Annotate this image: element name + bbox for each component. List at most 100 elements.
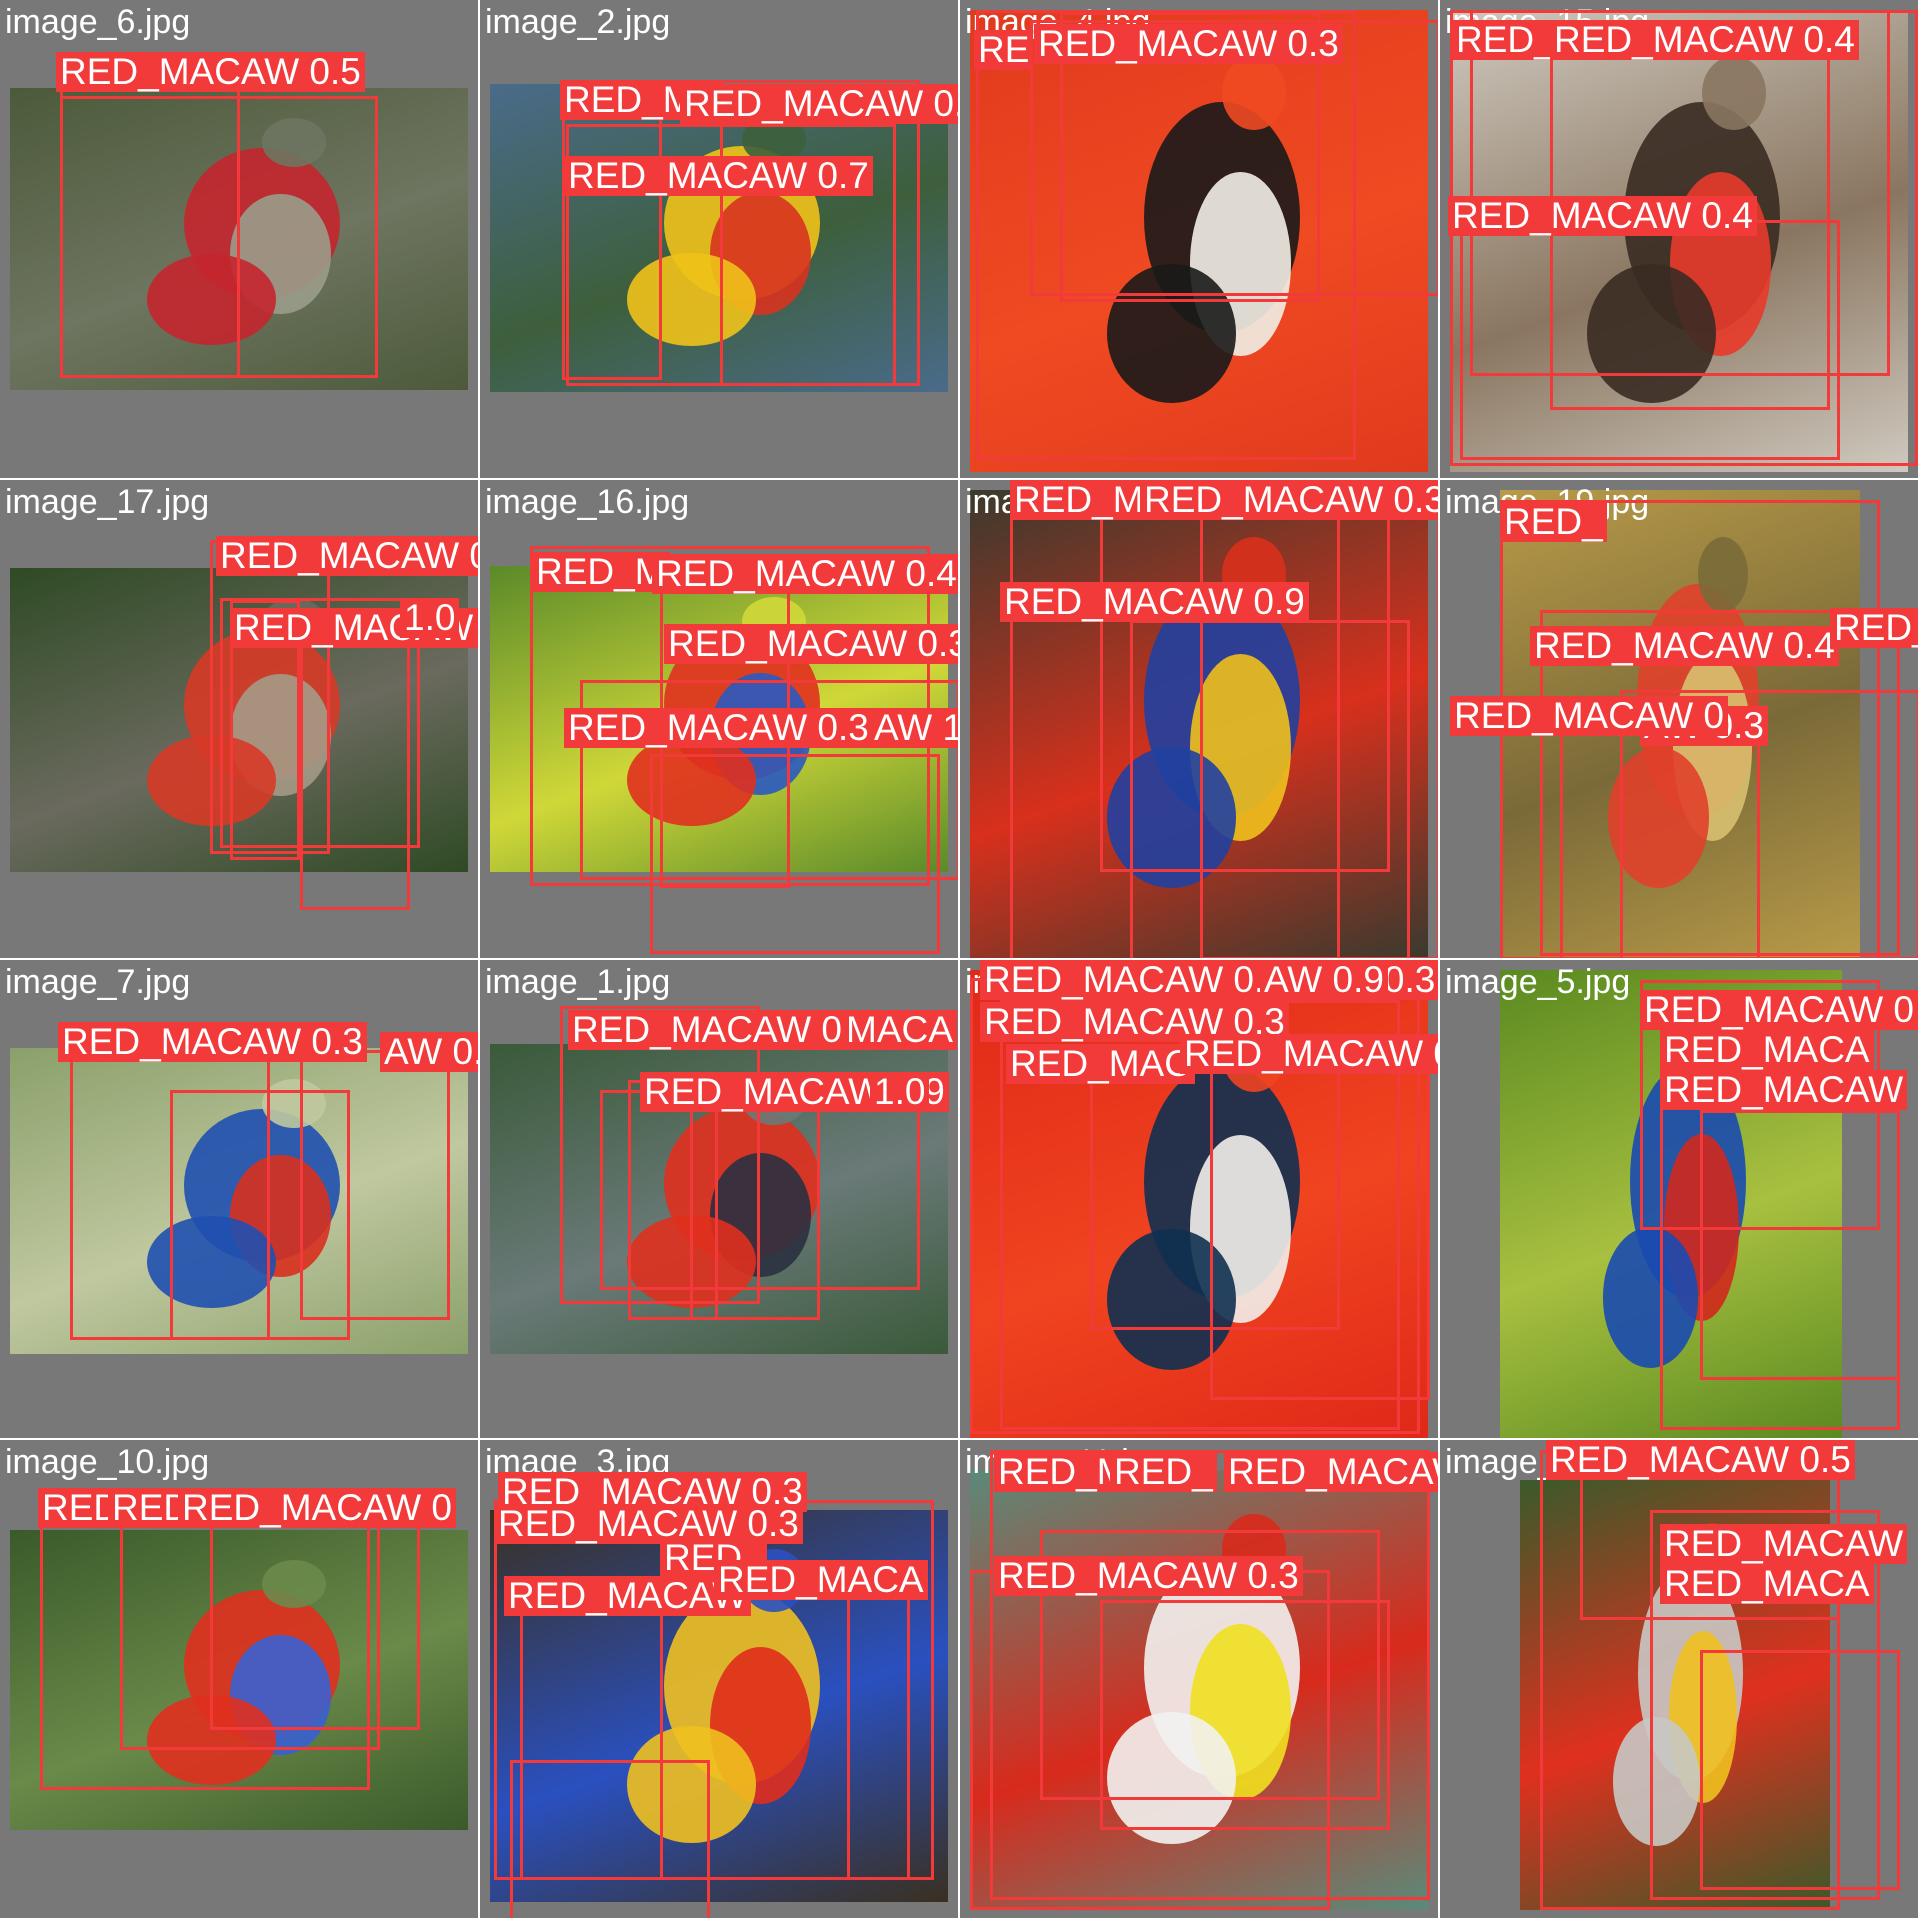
detection-label: RED_MACAW 0.6 xyxy=(1180,1034,1438,1074)
result-tile: image_2.jpg RED_MA RED_MACAW 0.3 RED_MACAW … xyxy=(480,0,958,478)
macaw-shape xyxy=(627,734,756,827)
detection-box xyxy=(1700,1110,1900,1380)
detection-label: RED_MACA xyxy=(1660,1030,1874,1070)
detection-label: RED_MACAW 0.9 xyxy=(1000,582,1309,622)
macaw-shape xyxy=(627,253,756,346)
macaw-photo xyxy=(10,1530,468,1830)
macaw-shape xyxy=(627,1725,756,1844)
detection-label: RED_MACAW 0.3 xyxy=(994,1556,1303,1596)
grid-divider xyxy=(0,958,1920,960)
image-filename: image_17.jpg xyxy=(5,483,210,521)
result-tile: image_8.jpg RED_MACAW 0.5 RED_MACAW RED_MAC… xyxy=(1440,1440,1918,1918)
detection-label: RED_MACAW 0.3 xyxy=(980,960,1289,1000)
macaw-shape xyxy=(1701,56,1766,131)
detection-box xyxy=(1650,1510,1880,1900)
detection-box xyxy=(300,1050,450,1320)
detection-box xyxy=(1030,20,1438,296)
detection-label: AW 0.4 xyxy=(380,1032,478,1072)
detection-box xyxy=(1040,1530,1380,1800)
grid-divider xyxy=(478,0,480,1920)
result-tile: image_1.jpg RED_MACAW 0.5 MACA RED_MACAW 0.… xyxy=(480,960,958,1438)
macaw-shape xyxy=(1107,747,1236,888)
detection-box xyxy=(600,1090,920,1290)
result-tile: image_4.jpg RE RED_MACAW 0.3 xyxy=(960,0,1438,478)
detection-label: RED_MACAW 0.3 xyxy=(564,708,873,748)
macaw-shape xyxy=(1221,56,1286,131)
detection-label: RED_MACAW 0.4 xyxy=(652,554,958,594)
macaw-shape xyxy=(1602,1227,1699,1368)
detection-box xyxy=(1700,1650,1900,1890)
result-tile: image_10.jpg RED RED RED_MACAW 0 xyxy=(0,1440,478,1918)
detection-box xyxy=(1470,10,1890,376)
detection-label: RED_MACAW 0.4 xyxy=(216,536,478,576)
macaw-photo xyxy=(970,1470,1428,1910)
image-filename: image_16.jpg xyxy=(485,483,690,521)
detection-label: RED_MACAW 0.4 xyxy=(1530,626,1839,666)
detection-box xyxy=(60,96,378,378)
detection-label: RE xyxy=(974,30,1034,70)
result-tile: image_5.jpg RED_MACAW 0 RED_MACA RED_MACAW xyxy=(1440,960,1918,1438)
image-filename: image_6.jpg xyxy=(5,3,191,41)
detection-label: MACA xyxy=(842,1010,957,1050)
macaw-shape xyxy=(261,1560,326,1608)
detection-label: RED_MAC xyxy=(1006,1044,1195,1084)
detection-label: RED_MACA xyxy=(714,1560,928,1600)
macaw-shape xyxy=(1107,1712,1236,1844)
image-filename: image_10.jpg xyxy=(5,1443,210,1481)
detection-label: RED_MACAW 0.5 xyxy=(1546,1440,1855,1480)
detection-label: RED_M xyxy=(1010,480,1148,520)
macaw-shape xyxy=(147,1216,276,1309)
detection-label: RED_MACAW 0.3 xyxy=(680,84,958,124)
grid-divider xyxy=(0,1438,1920,1440)
image-filename: image_2.jpg xyxy=(485,3,671,41)
result-tile: image_6.jpg RED_MACAW 0.5 xyxy=(0,0,478,478)
detection-label: AW 0.9 xyxy=(1260,960,1388,1000)
result-tile: image_16.jpg RED_M RED_MACAW 0.4 RED_MACAW … xyxy=(480,480,958,958)
image-filename: image_7.jpg xyxy=(5,963,191,1001)
detection-box xyxy=(170,1090,350,1340)
macaw-shape xyxy=(147,254,276,345)
detection-box xyxy=(1460,220,1840,460)
detection-box xyxy=(1000,1000,1400,1430)
detection-box xyxy=(580,680,958,880)
detection-label: 1.0 xyxy=(870,1072,930,1112)
detection-box xyxy=(230,600,300,860)
macaw-photo xyxy=(10,1048,468,1354)
detection-label: RED_MACAW 0.3 xyxy=(1830,608,1918,648)
macaw-shape xyxy=(1608,747,1709,888)
detection-box xyxy=(1200,492,1438,958)
detection-label: RED_MACAW 0.4 xyxy=(1448,196,1757,236)
detection-label: RED_MACAW 0.5 xyxy=(568,1010,877,1050)
macaw-shape xyxy=(261,1078,326,1128)
detection-label: RED_MACAW xyxy=(1660,1070,1908,1110)
detection-box xyxy=(1540,610,1900,956)
detection-box xyxy=(220,598,420,848)
detection-label: RED_ xyxy=(1500,502,1607,542)
detection-label: RED_MACAW 0.7 xyxy=(564,156,873,196)
detection-label: RED_ xyxy=(1110,1452,1217,1492)
detection-label: RED_MACAW 0.4 xyxy=(1550,20,1859,60)
detection-box xyxy=(300,630,410,910)
detection-label: RED_MACAW 0.3 xyxy=(494,1504,803,1544)
detection-box xyxy=(1060,12,1320,302)
detection-box xyxy=(990,1450,1430,1900)
detection-label: RED_MACAW 0.3 xyxy=(58,1022,367,1062)
detection-box xyxy=(976,10,1356,460)
macaw-shape xyxy=(1698,536,1749,612)
detection-label: RED_MACAW 0 xyxy=(178,1488,457,1528)
detection-box xyxy=(1100,1600,1390,1830)
detection-label: 1.0 xyxy=(400,598,460,638)
detection-label: RED_MACAW 0 xyxy=(1450,696,1729,736)
detection-label: RED_MACA xyxy=(1660,1564,1874,1604)
detection-box xyxy=(560,1006,760,1304)
detection-label: RED_MACAW 0.5 xyxy=(1224,1452,1438,1492)
detection-label: RED_M xyxy=(532,552,670,592)
macaw-shape xyxy=(1613,1716,1700,1846)
grid-divider xyxy=(0,478,1920,480)
detection-box xyxy=(1620,690,1918,958)
